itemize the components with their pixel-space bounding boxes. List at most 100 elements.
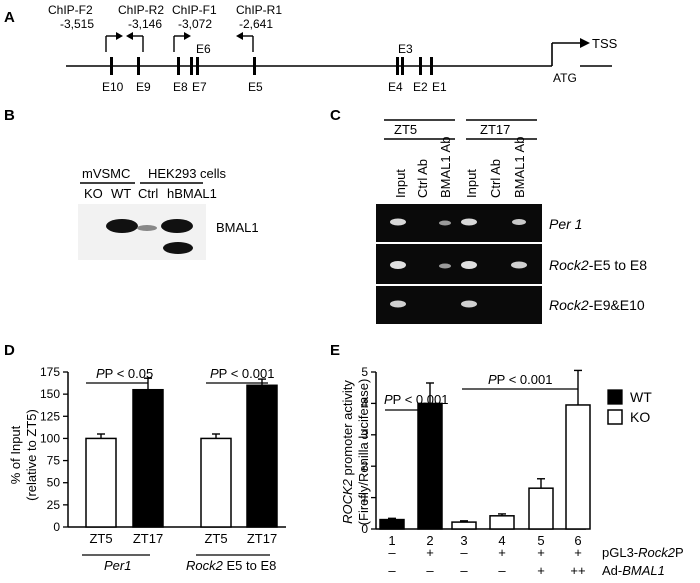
gel-lane-bmal1-ab-2: BMAL1 Ab — [512, 137, 527, 198]
exon-e9 — [137, 57, 140, 75]
panel-e-row1-cell-4: + — [498, 545, 506, 560]
gel-group-zt5: ZT5 — [394, 122, 417, 137]
panel-e-row1-cell-1: – — [388, 545, 396, 560]
panel-e-treatment-table: – + – + + +– – – – + ++ — [388, 545, 585, 578]
panel-d-category-label-3: ZT5 — [204, 531, 227, 546]
panel-e-row1-cell-5: + — [537, 545, 545, 560]
legend-swatch-ko — [607, 409, 623, 425]
panel-e-row1-cell-2: + — [426, 545, 434, 560]
exon-label-e3: E3 — [398, 42, 413, 56]
blot-group-hek293: HEK293 cells — [148, 166, 227, 181]
panel-e-ytick-label-4: 4 — [361, 396, 368, 410]
blot-band-label: BMAL1 — [216, 220, 259, 235]
panel-d-ytick-label-150: 150 — [40, 387, 60, 401]
panel-d-ytick-label-0: 0 — [53, 520, 60, 534]
primer-r1-arrow — [236, 32, 254, 52]
panel-e-ytick-label-0: 0 — [361, 522, 368, 536]
panel-e-bar-5 — [528, 487, 554, 530]
panel-e-axes: 0 1 2 3 4 5 — [361, 365, 586, 536]
blot-band-ctrl — [137, 225, 157, 231]
panel-d-ytick-label-125: 125 — [40, 409, 60, 423]
panel-e-ylabel: ROCK2 promoter activity — [340, 380, 355, 524]
panel-e-bar-4 — [489, 515, 515, 530]
gel-lane-input-2: Input — [464, 169, 479, 198]
panel-e-ylabel-sub: (Firefly/Renilla luciferase) — [356, 379, 371, 526]
exon-label-e8: E8 — [173, 80, 188, 94]
panel-e-row1-label: pGL3-Rock2P — [602, 545, 684, 560]
gel-row-label-per1: Per 1 — [549, 216, 582, 232]
exon-label-e7: E7 — [192, 80, 207, 94]
panel-e-row2-cell-3: – — [460, 563, 468, 578]
panel-e-category-label-4: 4 — [498, 533, 505, 548]
panel-e-row2-cell-5: + — [537, 563, 545, 578]
panel-e-bar-1 — [379, 518, 405, 530]
panel-d-category-label-4: ZT17 — [247, 531, 277, 546]
panel-e-significance: PP < 0.001 PP < 0.001 — [384, 372, 578, 411]
panel-e-ytick-label-1: 1 — [361, 491, 368, 505]
panel-e-bar-6 — [565, 404, 591, 530]
exon-label-e1: E1 — [432, 80, 447, 94]
panel-e-category-label-2: 2 — [426, 533, 433, 548]
blot-band-hbmal1-upper — [161, 219, 193, 233]
primer-f1-pos: -3,072 — [178, 17, 212, 31]
panel-d-ylabel-sub: (relative to ZT5) — [24, 409, 39, 501]
panel-d-sig-2: PP < 0.001 — [210, 366, 274, 381]
legend-swatch-wt — [607, 389, 623, 405]
panel-e-row2-cell-1: – — [388, 563, 396, 578]
primer-r1-name: ChIP-R1 — [236, 3, 282, 17]
primer-f1-name: ChIP-F1 — [172, 3, 217, 17]
exon-e7-a — [190, 57, 193, 75]
panel-e-sig-1: PP < 0.001 — [384, 392, 448, 407]
primer-r1-pos: -2,641 — [239, 17, 273, 31]
chip-gel: ZT5 ZT17 Input Ctrl Ab BMAL1 Ab Input Ct… — [376, 119, 647, 324]
exon-e1 — [430, 57, 433, 75]
panel-e-bar-3 — [451, 521, 477, 530]
primer-r2-arrow — [126, 32, 144, 52]
panel-d-category-label-1: ZT5 — [89, 531, 112, 546]
blot-group-mvsmc: mVSMC — [82, 166, 130, 181]
gel-lane-ctrl-ab-1: Ctrl Ab — [415, 159, 430, 198]
exon-e2 — [419, 57, 422, 75]
blot-band-wt — [106, 219, 138, 233]
primer-f1-arrow — [173, 32, 191, 52]
panel-e-bars: 1 2 3 4 5 6 — [379, 369, 591, 548]
exon-label-e2: E2 — [413, 80, 428, 94]
primer-r2-name: ChIP-R2 — [118, 3, 164, 17]
exon-e10 — [110, 57, 113, 75]
panel-d-bars: ZT5 ZT17 ZT5 ZT17 — [85, 377, 278, 546]
panel-d-sig-1: PP < 0.05 — [96, 366, 153, 381]
panel-d-axes: 0 25 50 75 100 125 150 175 — [40, 365, 286, 534]
primer-f2-name: ChIP-F2 — [48, 3, 93, 17]
exon-label-e10: E10 — [102, 80, 124, 94]
exon-e3 — [401, 57, 404, 75]
exon-label-e4: E4 — [388, 80, 403, 94]
western-blot: mVSMC HEK293 cells KO WT Ctrl hBMAL1 BMA… — [78, 166, 259, 260]
gel-lane-bmal1-ab-1: BMAL1 Ab — [438, 137, 453, 198]
panel-e-row2-cell-4: – — [498, 563, 506, 578]
panel-d-bar-3 — [200, 437, 232, 528]
panel-e-ytick-label-3: 3 — [361, 428, 368, 442]
panel-d-group-rock2: Rock2 E5 to E8 — [186, 558, 276, 573]
tss-label: TSS — [592, 36, 618, 51]
panel-d-letter: D — [4, 342, 15, 359]
panel-e-category-label-1: 1 — [388, 533, 395, 548]
panel-d-ytick-label-175: 175 — [40, 365, 60, 379]
legend-label-wt: WT — [630, 389, 652, 405]
panel-c-letter: C — [330, 107, 341, 124]
gene-map: TSS ATG — [48, 3, 618, 94]
panel-e-category-label-6: 6 — [574, 533, 581, 548]
blot-lane-ko: KO — [84, 186, 103, 201]
gel-row-label-rock2-e9e10: Rock2-E9&E10 — [549, 297, 645, 313]
gel-lane-ctrl-ab-2: Ctrl Ab — [488, 159, 503, 198]
atg-label: ATG — [553, 71, 577, 85]
panel-e-letter: E — [330, 342, 340, 359]
panel-e-legend: WT KO — [607, 389, 652, 425]
exon-label-e6: E6 — [196, 42, 211, 56]
panel-d-significance: PP < 0.05 PP < 0.001 — [86, 366, 274, 384]
panel-d-bar-2 — [132, 388, 164, 528]
primer-f2-pos: -3,515 — [60, 17, 94, 31]
panel-e-sig-2: PP < 0.001 — [488, 372, 552, 387]
exon-e6 — [196, 57, 199, 75]
panel-e-row2-cell-2: – — [426, 563, 434, 578]
